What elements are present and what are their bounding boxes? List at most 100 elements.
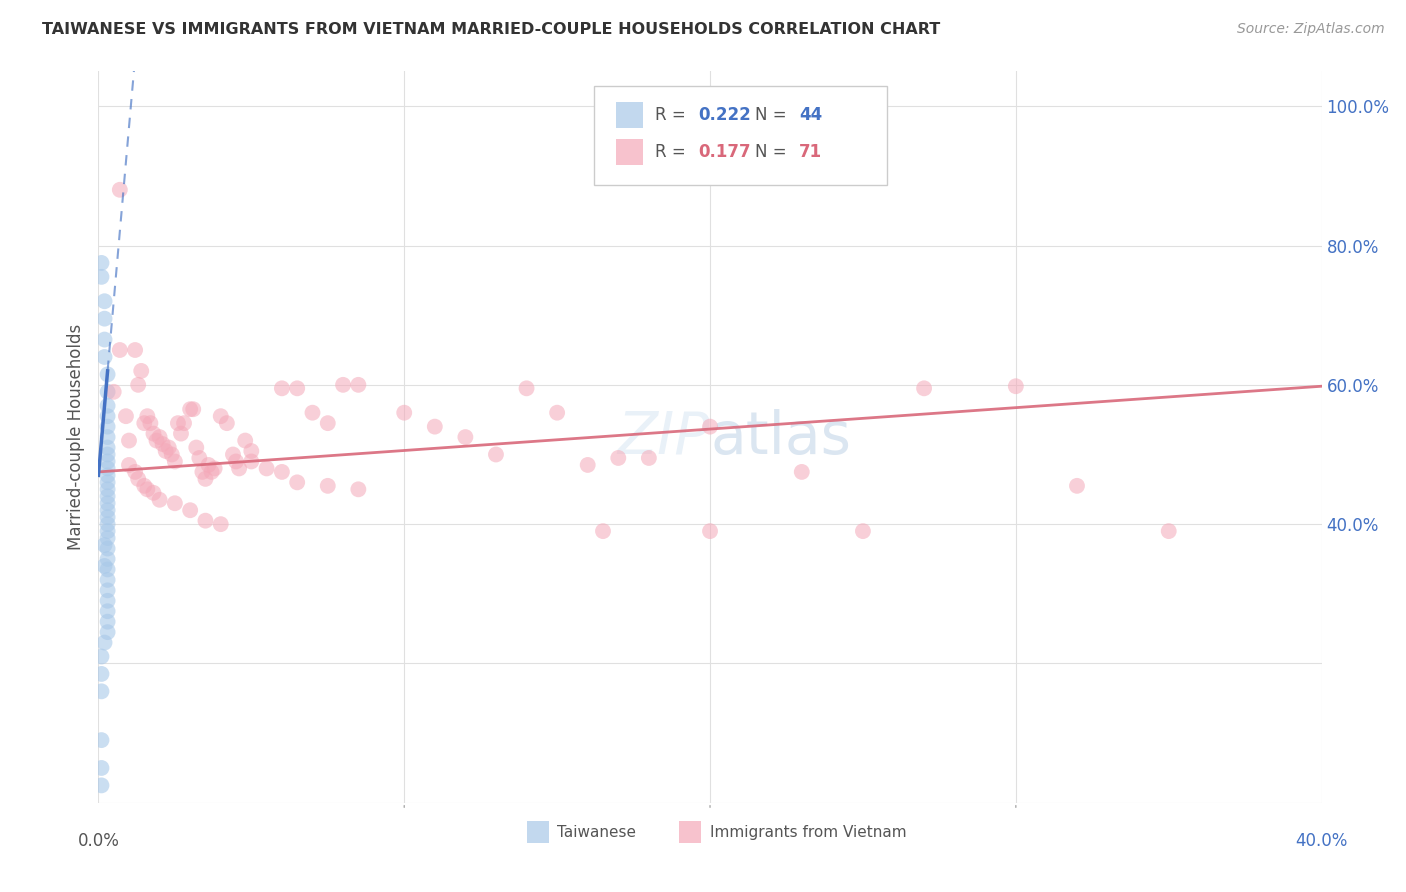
Point xyxy=(170,426,193,441)
Point xyxy=(93,538,115,552)
Point xyxy=(852,524,875,538)
Point xyxy=(240,444,263,458)
Point xyxy=(90,649,112,664)
Point xyxy=(90,256,112,270)
Point xyxy=(118,458,141,472)
Point xyxy=(97,368,120,382)
Text: 44: 44 xyxy=(800,106,823,124)
Point xyxy=(93,558,115,573)
Point xyxy=(93,635,115,649)
Point xyxy=(194,514,217,528)
Point xyxy=(179,503,201,517)
Point xyxy=(186,441,208,455)
Point xyxy=(332,377,354,392)
Point xyxy=(546,406,568,420)
Point xyxy=(285,475,308,490)
Text: Taiwanese: Taiwanese xyxy=(557,825,636,840)
FancyBboxPatch shape xyxy=(526,821,548,843)
Point xyxy=(93,333,115,347)
Point xyxy=(97,517,120,532)
Point xyxy=(115,409,138,424)
Point xyxy=(134,479,156,493)
Point xyxy=(209,409,232,424)
Point xyxy=(97,441,120,455)
Point xyxy=(97,552,120,566)
Point xyxy=(149,430,172,444)
Point xyxy=(225,454,247,468)
Y-axis label: Married-couple Households: Married-couple Households xyxy=(67,324,86,550)
Point xyxy=(97,496,120,510)
Text: N =: N = xyxy=(755,106,792,124)
Text: R =: R = xyxy=(655,143,690,161)
Point xyxy=(127,472,149,486)
Point xyxy=(97,625,120,640)
Point xyxy=(200,465,222,479)
Point xyxy=(270,465,292,479)
Point xyxy=(108,343,131,357)
Text: N =: N = xyxy=(755,143,792,161)
Point xyxy=(145,434,167,448)
Point xyxy=(97,454,120,468)
Point xyxy=(790,465,813,479)
Point xyxy=(191,465,214,479)
Point xyxy=(1066,479,1088,493)
Point xyxy=(142,485,165,500)
Point xyxy=(637,450,661,465)
Point xyxy=(103,384,125,399)
Point xyxy=(215,416,238,430)
Point xyxy=(90,761,112,775)
Point xyxy=(97,384,120,399)
Text: 40.0%: 40.0% xyxy=(1295,832,1348,850)
Point xyxy=(204,461,226,475)
Point xyxy=(699,419,721,434)
Point xyxy=(90,667,112,681)
Point xyxy=(699,524,721,538)
Point xyxy=(163,454,186,468)
Point xyxy=(97,604,120,618)
Point xyxy=(285,381,308,395)
Point xyxy=(347,377,370,392)
Point xyxy=(270,381,292,395)
Point xyxy=(139,416,162,430)
Point xyxy=(108,183,131,197)
Point xyxy=(576,458,599,472)
Point xyxy=(347,483,370,497)
Point xyxy=(97,483,120,497)
Point xyxy=(97,531,120,545)
Point xyxy=(97,489,120,503)
Point xyxy=(97,524,120,538)
Point xyxy=(129,364,152,378)
Text: TAIWANESE VS IMMIGRANTS FROM VIETNAM MARRIED-COUPLE HOUSEHOLDS CORRELATION CHART: TAIWANESE VS IMMIGRANTS FROM VIETNAM MAR… xyxy=(42,22,941,37)
Point xyxy=(97,615,120,629)
Point xyxy=(90,269,112,284)
Point xyxy=(157,441,180,455)
Point xyxy=(1004,379,1026,393)
Point xyxy=(592,524,614,538)
Text: R =: R = xyxy=(655,106,690,124)
Point xyxy=(155,444,177,458)
Point xyxy=(134,416,156,430)
Point xyxy=(97,448,120,462)
Point xyxy=(316,416,339,430)
Point xyxy=(179,402,201,417)
Point xyxy=(152,437,174,451)
Point xyxy=(423,419,446,434)
Text: 0.222: 0.222 xyxy=(697,106,751,124)
Point xyxy=(97,503,120,517)
Point xyxy=(93,294,115,309)
Point xyxy=(136,483,159,497)
Text: 71: 71 xyxy=(800,143,823,161)
Point xyxy=(149,492,172,507)
Point xyxy=(167,416,190,430)
Point xyxy=(256,461,278,475)
Text: 0.177: 0.177 xyxy=(697,143,751,161)
Point xyxy=(97,562,120,576)
Point xyxy=(607,450,630,465)
Text: Immigrants from Vietnam: Immigrants from Vietnam xyxy=(710,825,907,840)
Point xyxy=(301,406,323,420)
Text: 0.0%: 0.0% xyxy=(77,832,120,850)
Point xyxy=(93,311,115,326)
Point xyxy=(136,409,159,424)
Point xyxy=(160,448,183,462)
Point xyxy=(97,541,120,556)
